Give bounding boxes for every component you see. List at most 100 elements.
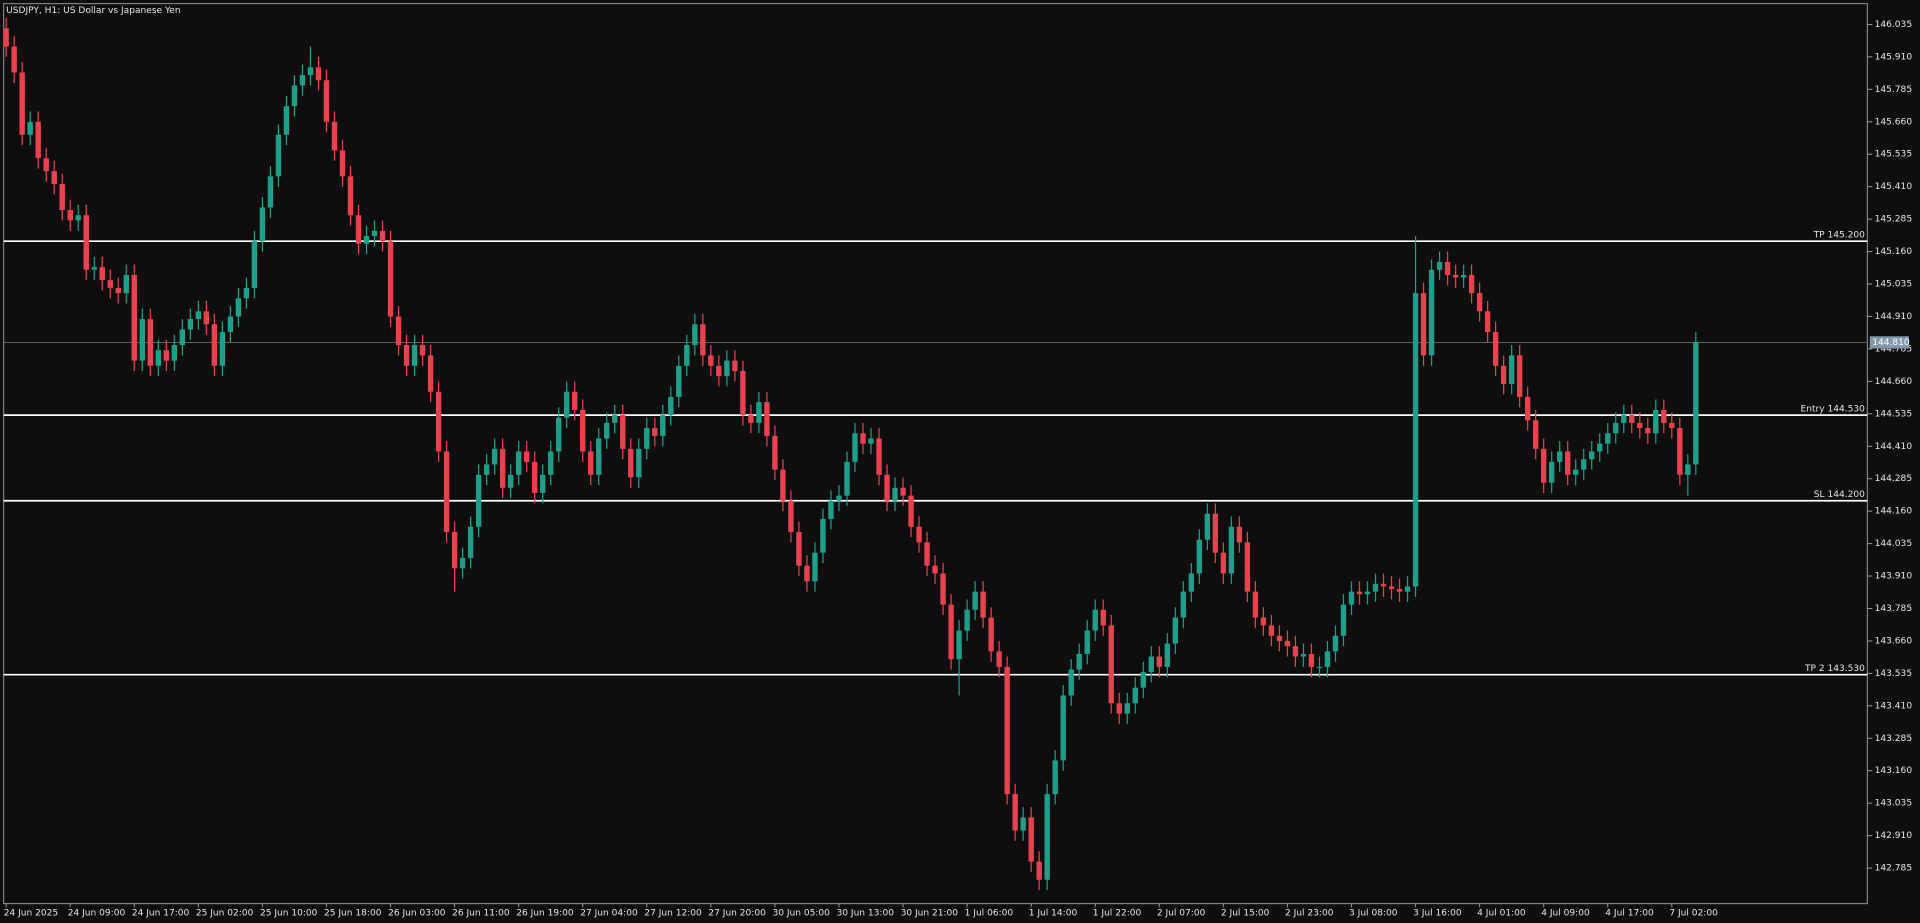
candle-body	[387, 241, 394, 317]
candle-body	[467, 526, 474, 558]
candle-body	[243, 287, 250, 299]
candle-body	[83, 215, 89, 270]
y-tick-label: 145.535	[1875, 150, 1912, 160]
y-tick-label: 143.910	[1875, 572, 1913, 582]
candle-body	[740, 370, 746, 416]
candle-body	[163, 350, 169, 361]
candle-body	[1436, 261, 1443, 270]
candle-body	[1548, 461, 1555, 483]
candle-body	[155, 350, 161, 366]
candle-body	[1637, 422, 1643, 429]
candle-body	[580, 409, 586, 452]
candle-body	[1108, 625, 1114, 704]
candle-body	[1012, 794, 1018, 831]
candle-body	[99, 267, 105, 281]
level-label: SL 144.200	[1814, 490, 1865, 500]
x-tick-label: 1 Jul 14:00	[1029, 908, 1078, 918]
x-tick-label: 1 Jul 22:00	[1093, 908, 1142, 918]
candle-body	[788, 500, 794, 532]
candle-body	[219, 332, 226, 366]
x-tick-label: 27 Jun 20:00	[708, 908, 766, 918]
candle-body	[748, 415, 754, 423]
candle-body	[331, 121, 338, 151]
candle-body	[315, 67, 322, 81]
candle-body	[1516, 355, 1523, 397]
candle-body	[1388, 586, 1395, 590]
candle-body	[1204, 513, 1211, 540]
candle-body	[628, 448, 634, 478]
candle-body	[1308, 653, 1315, 667]
candle-body	[884, 474, 890, 501]
candle-body	[1645, 428, 1651, 434]
candle-body	[844, 461, 850, 496]
candle-body	[932, 565, 938, 574]
candle-body	[1228, 526, 1235, 574]
candle-body	[764, 402, 770, 436]
candle-body	[1340, 604, 1347, 636]
candle-body	[1605, 433, 1611, 444]
candle-body	[652, 428, 658, 436]
candle-body	[948, 604, 954, 660]
candle-body	[1292, 646, 1299, 657]
candle-body	[1629, 415, 1635, 423]
candle-body	[419, 345, 426, 356]
candle-body	[1068, 669, 1074, 696]
y-tick-label: 145.160	[1875, 247, 1913, 257]
level-label: TP 145.200	[1813, 231, 1866, 241]
candle-body	[1677, 428, 1683, 475]
current-price-tag	[1869, 336, 1909, 349]
candle-body	[828, 500, 834, 519]
candle-body	[596, 438, 602, 475]
candle-body	[1268, 625, 1275, 636]
x-tick-label: 27 Jun 12:00	[644, 908, 702, 918]
candle-body	[1180, 591, 1187, 618]
x-tick-label: 24 Jun 17:00	[132, 908, 190, 918]
candle-body	[507, 474, 514, 488]
candle-body	[291, 85, 298, 107]
candle-body	[1316, 666, 1323, 669]
x-tick-label: 25 Jun 10:00	[260, 908, 318, 918]
candle-body	[323, 80, 330, 122]
candle-body	[1685, 464, 1691, 475]
y-tick-label: 143.410	[1875, 701, 1913, 711]
candle-body	[1372, 583, 1379, 592]
candle-body	[1196, 539, 1203, 574]
candle-body	[475, 474, 482, 527]
level-label: TP 2 143.530	[1804, 664, 1865, 674]
candle-body	[1589, 451, 1595, 460]
candle-body	[1621, 415, 1627, 423]
candle-body	[1380, 583, 1387, 587]
candle-body	[211, 324, 218, 366]
candle-body	[1100, 609, 1106, 626]
candle-body	[443, 451, 450, 532]
candle-body	[1148, 656, 1154, 673]
candle-body	[804, 565, 810, 582]
candle-body	[644, 428, 650, 449]
candle-body	[259, 207, 266, 242]
candle-body	[1444, 261, 1451, 275]
candle-body	[1556, 451, 1563, 462]
x-tick-label: 30 Jun 05:00	[772, 908, 830, 918]
candle-body	[451, 531, 458, 569]
candle-body	[1276, 635, 1283, 641]
candle-body	[980, 591, 986, 618]
y-tick-label: 145.410	[1875, 182, 1913, 192]
candle-body	[1220, 552, 1227, 574]
candle-body	[1332, 635, 1339, 652]
candle-body	[531, 461, 538, 493]
candle-body	[1052, 760, 1058, 795]
candle-body	[1028, 817, 1034, 862]
candle-body	[203, 311, 210, 325]
candle-body	[836, 495, 842, 501]
candle-body	[1613, 422, 1619, 434]
candle-body	[483, 464, 490, 475]
x-tick-label: 3 Jul 16:00	[1413, 908, 1462, 918]
plot-frame	[3, 3, 1868, 905]
y-tick-label: 143.160	[1875, 766, 1913, 776]
candle-body	[515, 451, 522, 475]
candle-body	[195, 311, 202, 320]
y-tick-label: 145.660	[1875, 117, 1913, 127]
candle-body	[1653, 409, 1659, 434]
candle-body	[572, 391, 578, 410]
